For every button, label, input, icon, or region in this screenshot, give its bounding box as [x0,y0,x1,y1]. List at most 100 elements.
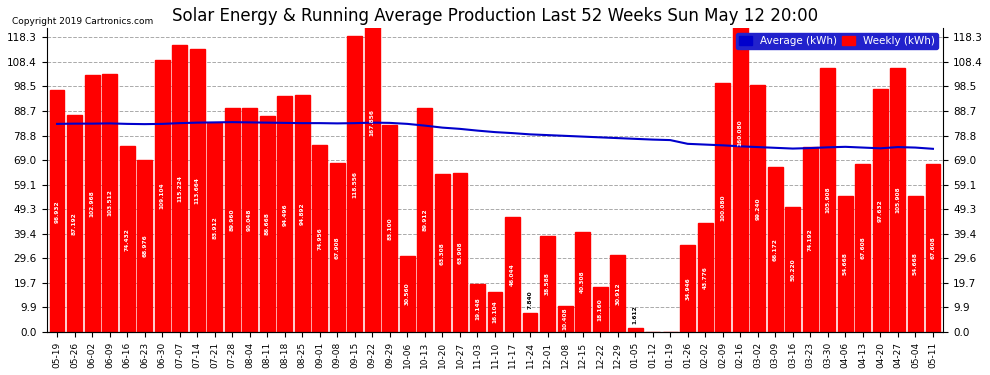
Text: 83.100: 83.100 [387,217,392,240]
Text: 118.556: 118.556 [352,171,357,198]
Text: 96.932: 96.932 [54,200,59,222]
Text: 86.668: 86.668 [264,213,269,236]
Text: 67.608: 67.608 [931,236,936,259]
Bar [50,90,64,332]
Bar [575,232,590,332]
Text: 99.240: 99.240 [755,197,760,220]
Text: 16.104: 16.104 [492,301,498,323]
Bar [610,255,625,332]
Text: 43.776: 43.776 [703,266,708,289]
Text: 113.664: 113.664 [195,177,200,204]
Text: 54.668: 54.668 [842,252,847,275]
Text: 66.172: 66.172 [773,238,778,261]
Text: 74.192: 74.192 [808,228,813,251]
Text: 7.840: 7.840 [528,290,533,309]
Bar [295,96,310,332]
Bar [435,174,449,332]
Text: 34.946: 34.946 [685,277,690,300]
Bar [138,160,152,332]
Bar [365,0,380,332]
Bar [452,173,467,332]
Bar [120,147,135,332]
Bar [313,145,328,332]
Text: 40.308: 40.308 [580,270,585,293]
Text: 63.908: 63.908 [457,241,462,264]
Bar [803,147,818,332]
Bar [838,196,852,332]
Text: 89.960: 89.960 [230,209,235,231]
Text: 68.976: 68.976 [143,235,148,258]
Title: Solar Energy & Running Average Production Last 52 Weeks Sun May 12 20:00: Solar Energy & Running Average Productio… [172,7,818,25]
Text: 105.908: 105.908 [895,187,901,213]
Bar [207,123,222,332]
Bar [628,328,643,332]
Bar [84,75,100,332]
Bar [347,36,362,332]
Text: 74.956: 74.956 [318,227,323,250]
Bar [873,88,888,332]
Bar [821,68,836,332]
Bar [785,207,800,332]
Bar [243,108,257,332]
Text: 46.044: 46.044 [510,263,515,286]
Bar [330,163,345,332]
Text: 74.432: 74.432 [125,228,130,251]
Text: 94.892: 94.892 [300,202,305,225]
Text: 83.912: 83.912 [212,216,217,239]
Text: 67.608: 67.608 [860,236,865,259]
Bar [541,236,555,332]
Bar [400,256,415,332]
Text: 10.408: 10.408 [562,308,567,330]
Bar [733,0,747,332]
Text: 89.912: 89.912 [423,209,428,231]
Text: 54.668: 54.668 [913,252,918,275]
Text: 94.496: 94.496 [282,203,287,226]
Bar [487,292,503,332]
Text: 100.080: 100.080 [721,194,726,220]
Bar [750,85,765,332]
Text: 18.160: 18.160 [598,298,603,321]
Text: 63.308: 63.308 [440,242,445,264]
Bar [190,49,205,332]
Legend: Average (kWh), Weekly (kWh): Average (kWh), Weekly (kWh) [737,33,939,50]
Text: 167.856: 167.856 [370,110,375,136]
Text: 50.220: 50.220 [790,258,795,281]
Text: 19.148: 19.148 [475,297,480,320]
Text: 102.968: 102.968 [89,190,95,217]
Text: 97.632: 97.632 [878,199,883,222]
Bar [593,287,608,332]
Bar [890,68,906,332]
Bar [505,217,520,332]
Bar [523,312,538,332]
Text: 30.912: 30.912 [615,282,620,305]
Bar [382,125,397,332]
Bar [557,306,572,332]
Bar [102,74,117,332]
Text: 105.908: 105.908 [826,187,831,213]
Bar [470,284,485,332]
Bar [855,164,870,332]
Bar [926,164,940,332]
Bar [768,167,783,332]
Bar [908,196,923,332]
Bar [172,45,187,332]
Bar [154,60,169,332]
Text: 115.224: 115.224 [177,175,182,202]
Bar [418,108,433,332]
Text: 87.192: 87.192 [72,212,77,235]
Text: 30.560: 30.560 [405,283,410,305]
Bar [716,82,731,332]
Text: 1.612: 1.612 [633,306,638,324]
Bar [259,116,274,332]
Bar [277,96,292,332]
Text: 38.588: 38.588 [545,273,550,296]
Text: 90.048: 90.048 [248,209,252,231]
Bar [680,245,695,332]
Bar [67,115,82,332]
Bar [225,108,240,332]
Text: 109.104: 109.104 [159,183,164,209]
Text: Copyright 2019 Cartronics.com: Copyright 2019 Cartronics.com [12,17,153,26]
Text: 103.512: 103.512 [107,190,112,216]
Bar [698,223,713,332]
Text: 67.908: 67.908 [335,236,340,259]
